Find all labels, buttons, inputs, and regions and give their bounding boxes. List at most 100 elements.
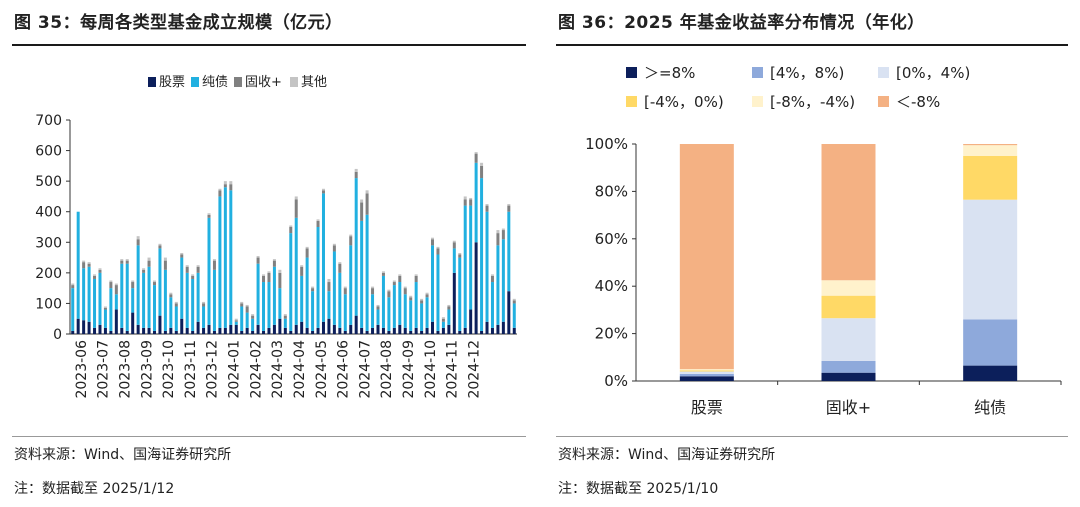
left-bar-segment	[245, 312, 249, 328]
left-bar-segment	[349, 324, 353, 334]
left-x-tick-label: 2023-08	[118, 340, 134, 399]
left-bar-segment	[360, 220, 364, 328]
left-bar-segment	[87, 266, 91, 322]
left-bar-segment	[327, 291, 331, 319]
left-bar-segment	[507, 211, 511, 292]
left-bar-segment	[174, 301, 178, 304]
left-bar-segment	[125, 260, 129, 264]
right-bar-segment	[821, 295, 876, 319]
left-bar-segment	[490, 275, 494, 283]
right-legend-label: [-4%，0%)	[644, 93, 724, 111]
left-bar-segment	[207, 213, 211, 215]
left-bar-segment	[376, 304, 380, 307]
right-title-rule	[556, 44, 1068, 46]
left-bar-segment	[125, 263, 129, 331]
left-bar-segment	[436, 248, 440, 255]
left-bar-segment	[387, 289, 391, 292]
left-bar-segment	[207, 217, 211, 325]
left-bar-segment	[365, 330, 369, 334]
left-bar-segment	[452, 248, 456, 273]
left-bar-segment	[163, 269, 167, 331]
left-bar-segment	[272, 259, 276, 261]
left-bar-segment	[185, 266, 189, 273]
left-bar-segment	[501, 239, 505, 322]
left-bar-segment	[463, 199, 467, 206]
left-bar-segment	[223, 181, 227, 185]
left-bar-segment	[142, 269, 146, 273]
left-bar-segment	[196, 266, 200, 273]
left-bar-segment	[414, 274, 418, 276]
left-bar-segment	[474, 162, 478, 243]
right-source: 资料来源：Wind、国海证券研究所	[558, 447, 776, 463]
left-note: 注：数据截至 2025/1/12	[14, 481, 175, 497]
left-bar-segment	[71, 288, 75, 331]
left-bar-segment	[163, 257, 167, 261]
left-bar-segment	[316, 227, 320, 328]
right-y-tick-label: 60%	[595, 230, 628, 248]
left-bar-segment	[109, 288, 113, 331]
left-bar-segment	[343, 288, 347, 295]
left-bar-segment	[240, 303, 244, 307]
left-y-tick-label: 700	[35, 113, 62, 129]
left-bar-segment	[490, 282, 494, 328]
left-bar-segment	[512, 303, 516, 328]
left-bar-segment	[501, 321, 505, 334]
left-bar-segment	[267, 282, 271, 328]
right-legend-swatch	[752, 67, 763, 78]
left-bar-segment	[463, 196, 467, 200]
left-legend-label: 其他	[301, 75, 327, 90]
left-bar-segment	[431, 237, 435, 240]
left-bar-segment	[452, 240, 456, 243]
left-bar-segment	[338, 327, 342, 334]
left-bar-segment	[82, 268, 86, 321]
right-y-tick-label: 80%	[595, 182, 628, 200]
left-bar-segment	[256, 257, 260, 264]
left-bar-segment	[458, 257, 462, 331]
left-bar-segment	[420, 300, 424, 304]
left-bar-segment	[152, 282, 156, 286]
left-bar-segment	[240, 301, 244, 304]
right-bar-segment	[679, 376, 734, 381]
left-bar-segment	[501, 230, 505, 240]
right-bar-segment	[821, 372, 876, 381]
left-bar-segment	[332, 245, 336, 252]
left-bar-segment	[262, 274, 266, 276]
left-bar-segment	[147, 266, 151, 328]
right-bar-segment	[963, 155, 1018, 200]
left-bar-segment	[425, 297, 429, 328]
left-x-tick-label: 2024-12	[466, 340, 482, 399]
left-bar-segment	[223, 184, 227, 188]
left-bar-segment	[311, 286, 315, 289]
left-bar-segment	[441, 327, 445, 334]
left-bar-segment	[414, 275, 418, 283]
left-x-tick-label: 2024-04	[292, 340, 308, 399]
left-bar-segment	[174, 303, 178, 307]
left-bar-segment	[82, 262, 86, 269]
left-bar-segment	[458, 252, 462, 255]
left-bar-segment	[485, 211, 489, 322]
left-chart-title: 图 35：每周各类型基金成立规模（亿元）	[14, 13, 343, 33]
left-bar-segment	[420, 330, 424, 334]
left-bar-segment	[321, 193, 325, 322]
left-bar-segment	[223, 187, 227, 328]
left-bar-segment	[98, 324, 102, 334]
left-bar-segment	[93, 327, 97, 334]
left-bottom-rule	[12, 436, 526, 437]
left-bar-segment	[425, 327, 429, 334]
left-bar-segment	[398, 324, 402, 334]
left-bar-segment	[169, 292, 173, 295]
left-bar-segment	[403, 286, 407, 289]
left-bar-segment	[82, 260, 86, 263]
left-bar-segment	[447, 306, 451, 310]
left-bar-segment	[376, 306, 380, 310]
left-bar-segment	[180, 257, 184, 319]
left-bar-segment	[120, 263, 124, 328]
left-bar-segment	[381, 272, 385, 276]
left-x-tick-label: 2023-10	[161, 340, 177, 399]
left-bar-segment	[305, 257, 309, 328]
left-bar-segment	[136, 236, 140, 240]
left-bar-segment	[229, 190, 233, 325]
right-bar-segment	[963, 144, 1018, 146]
left-bar-segment	[501, 228, 505, 231]
left-bar-segment	[294, 199, 298, 218]
